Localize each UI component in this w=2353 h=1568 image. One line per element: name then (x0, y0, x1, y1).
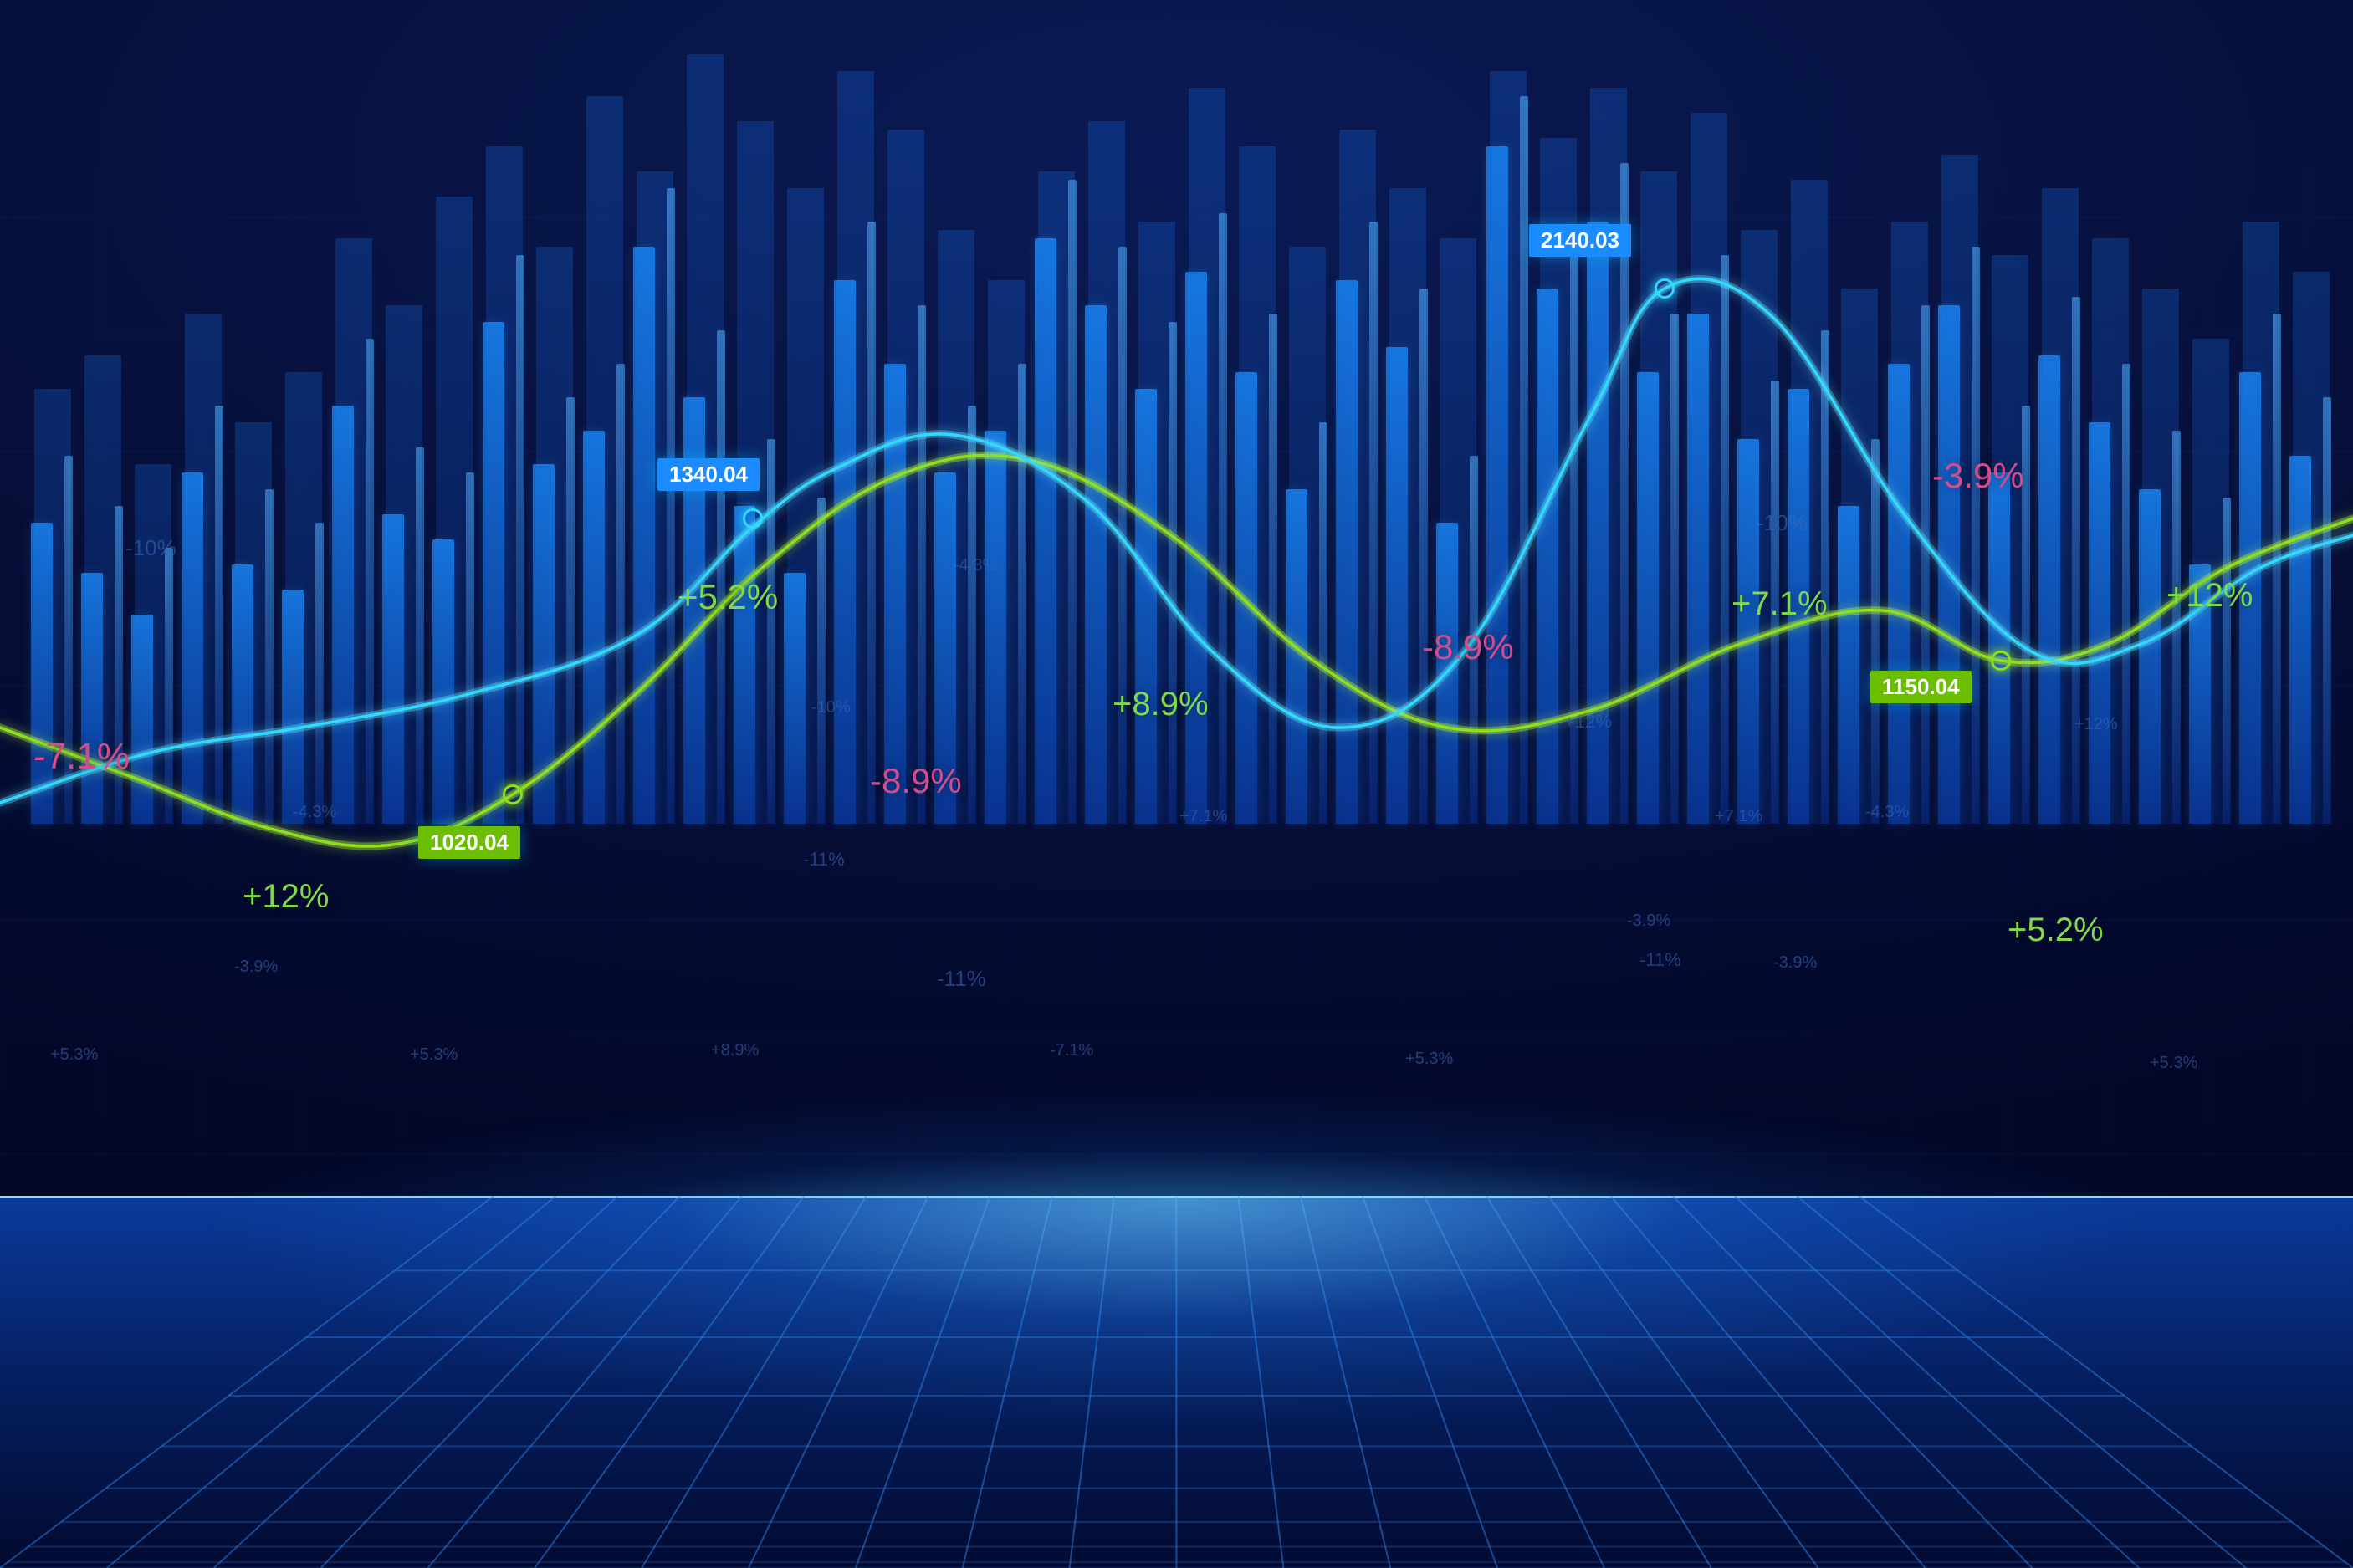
line-chart-curves (0, 0, 2353, 1229)
perspective-floor (0, 1196, 2353, 1568)
stock-chart-infographic: -10%-10%-4.3%-4.3%-4.3%+5.3%+5.3%+5.3%+5… (0, 0, 2353, 1568)
floor-grid (0, 1196, 2353, 1568)
